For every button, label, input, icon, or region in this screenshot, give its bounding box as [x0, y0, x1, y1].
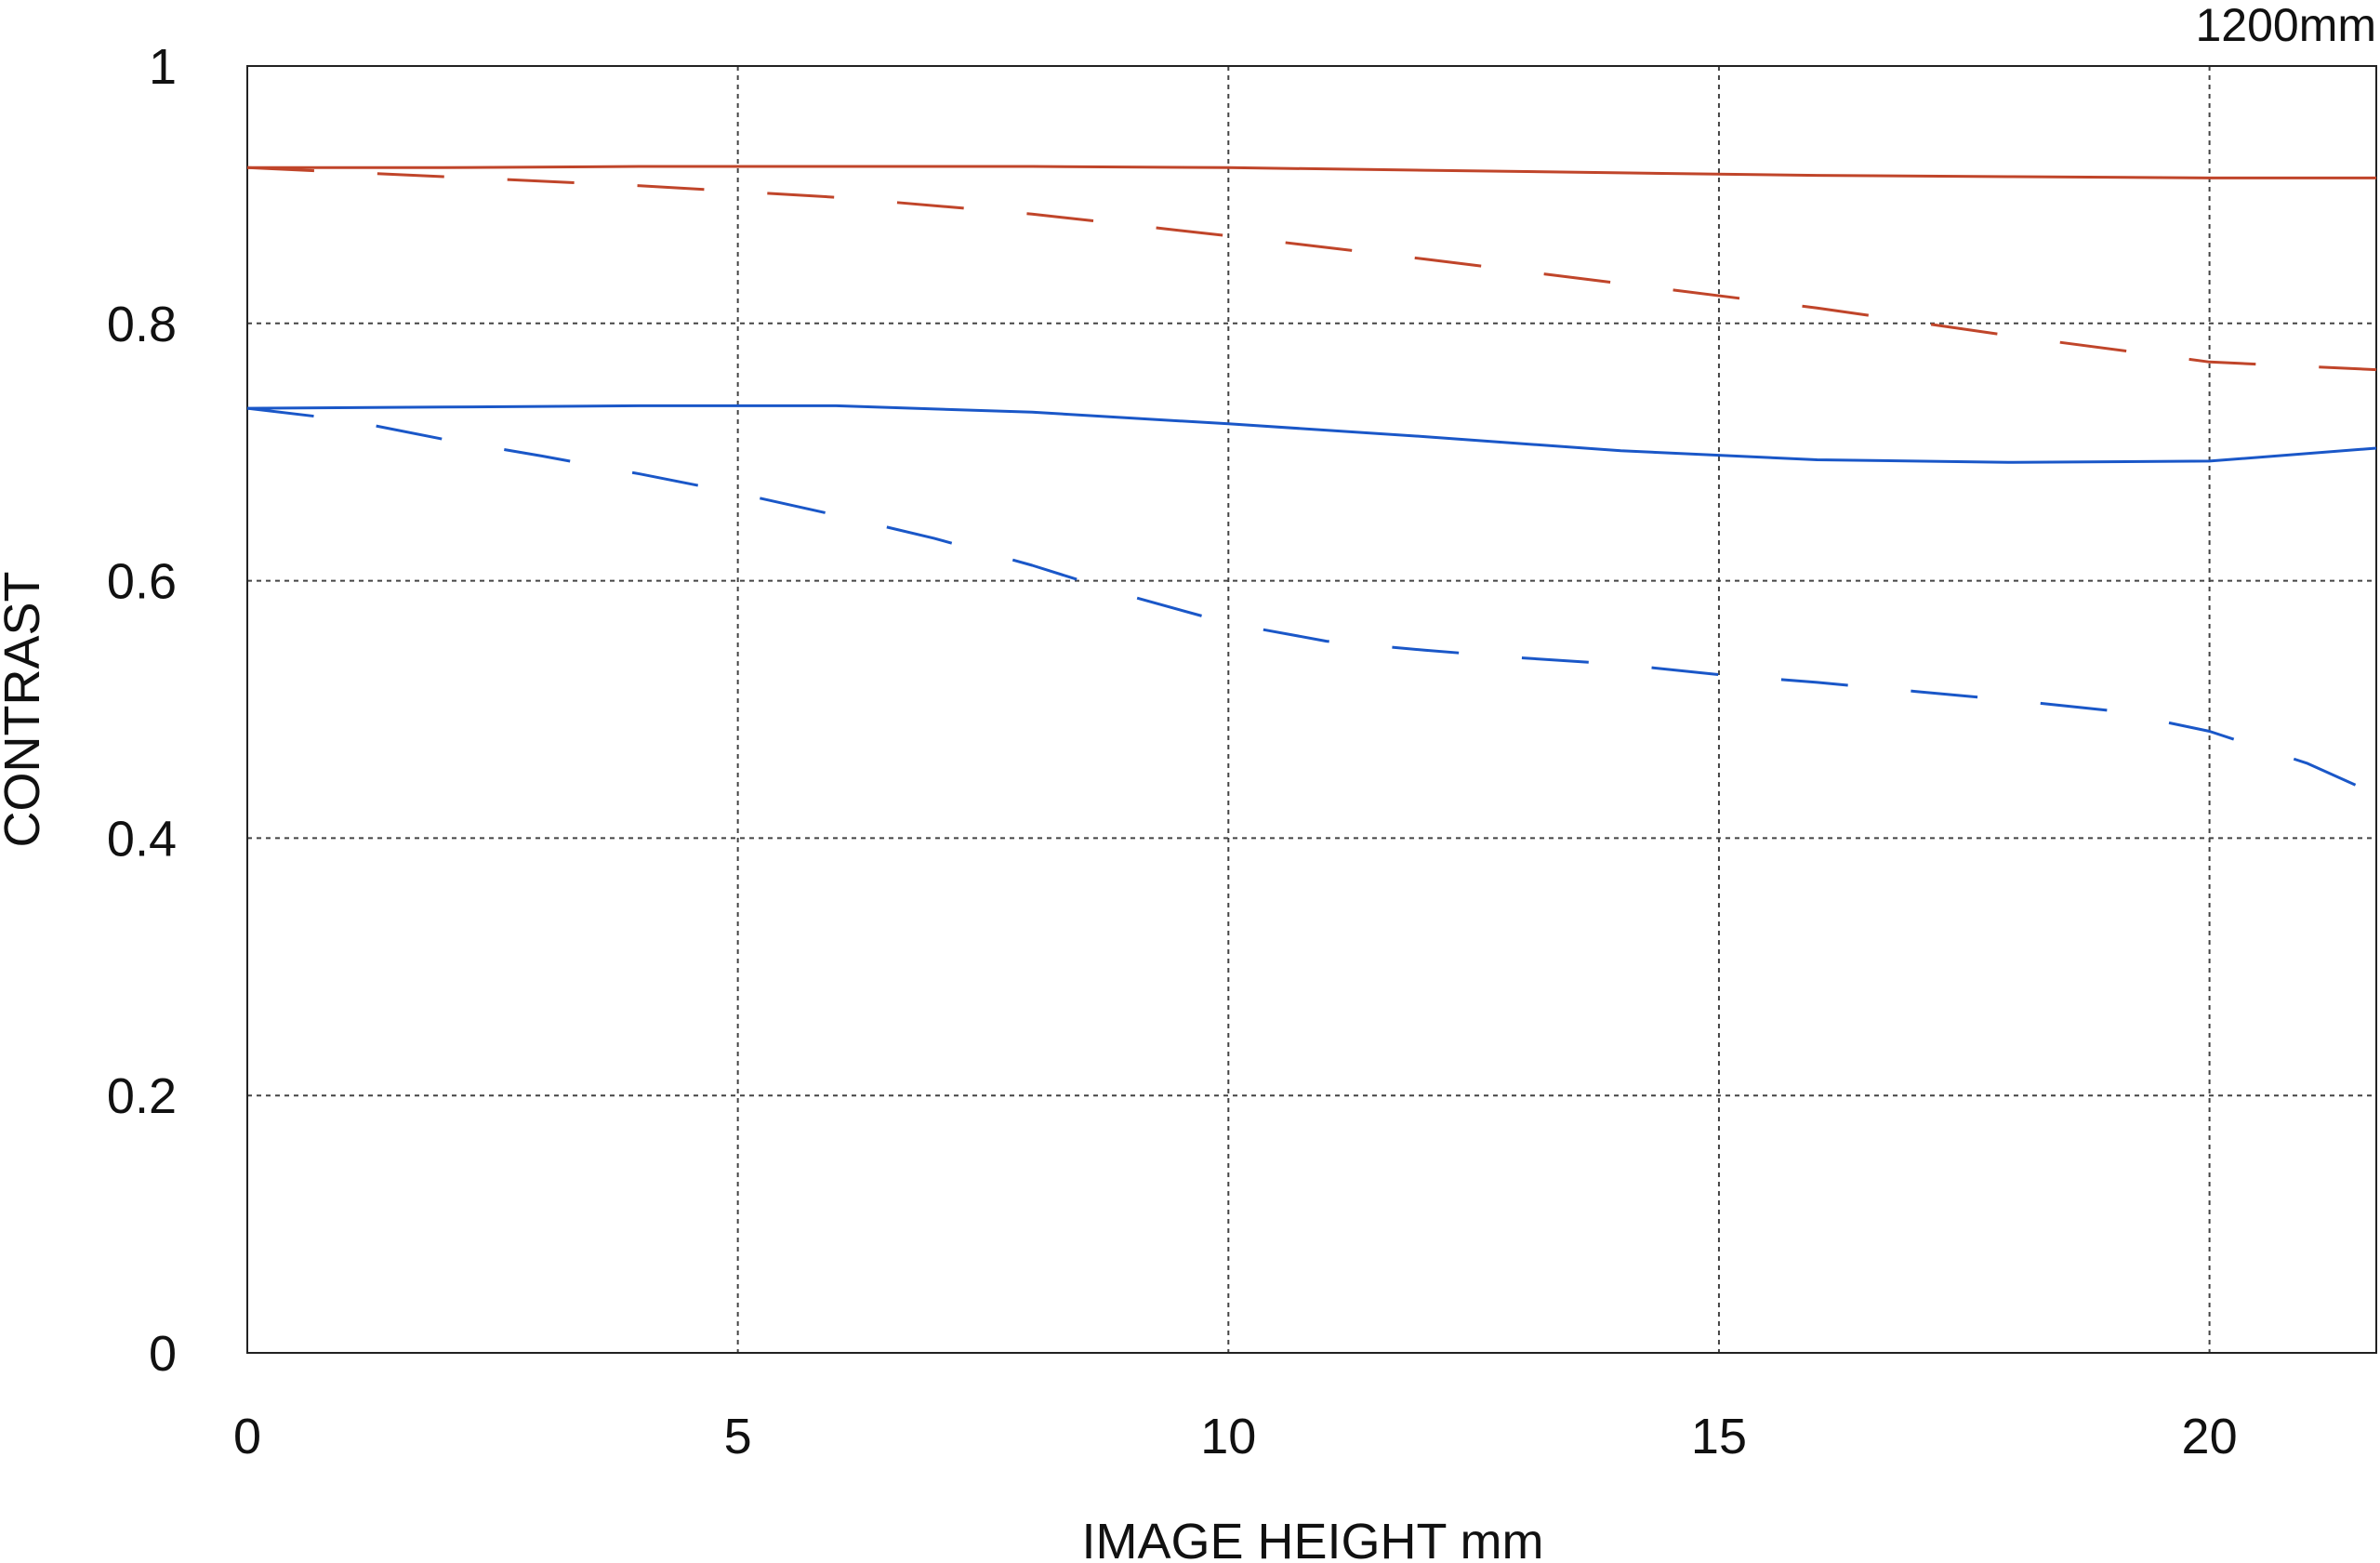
y-tick-label: 1: [149, 39, 177, 95]
grid: [247, 66, 2376, 1353]
series-line-1-solid: [247, 165, 2376, 179]
series-lines: [246, 165, 2377, 796]
y-tick-label: 0.4: [107, 811, 177, 867]
focal-length-label: 1200mm: [2195, 0, 2376, 51]
plot-frame: [246, 65, 2377, 1354]
x-tick-label: 20: [2182, 1409, 2238, 1464]
x-tick-label: 15: [1691, 1409, 1747, 1464]
series-line-3-solid: [246, 404, 2377, 464]
x-tick-label: 10: [1200, 1409, 1256, 1464]
y-tick-label: 0.2: [107, 1068, 177, 1124]
x-tick-label: 0: [233, 1409, 261, 1464]
x-axis-label: IMAGE HEIGHT mm: [1081, 1514, 1543, 1563]
series-line-2-dashed: [246, 166, 2377, 372]
y-axis-label: CONTRAST: [0, 572, 50, 848]
series-line-4-dashed: [246, 406, 2377, 796]
y-tick-label: 0.6: [107, 554, 177, 610]
x-tick-label: 5: [724, 1409, 752, 1464]
tick-labels: 0 5 10 15 20 0 0.2 0.4 0.6 0.8 1: [107, 39, 2238, 1464]
y-tick-label: 0: [149, 1326, 177, 1382]
y-tick-label: 0.8: [107, 297, 177, 352]
